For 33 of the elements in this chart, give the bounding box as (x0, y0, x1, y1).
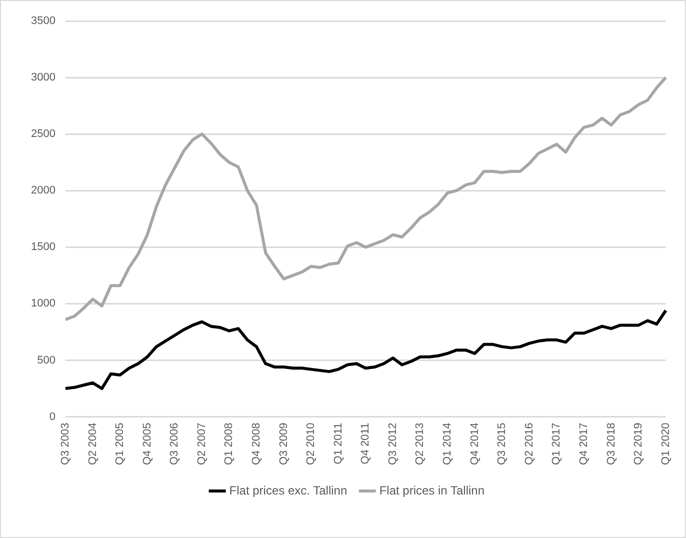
x-tick-label: Q3 2018 (605, 422, 618, 465)
x-tick-label: Q3 2006 (168, 422, 181, 465)
x-tick-label: Q4 2014 (468, 422, 481, 465)
y-tick-label: 3000 (30, 72, 56, 84)
x-tick-label: Q1 2017 (550, 422, 563, 465)
legend-label: Flat prices exc. Tallinn (229, 483, 348, 498)
x-tick-label: Q4 2005 (141, 422, 154, 465)
x-tick-label: Q3 2009 (278, 422, 290, 465)
y-tick-label: 1500 (30, 241, 56, 254)
x-tick-label: Q4 2008 (250, 422, 263, 465)
x-tick-label: Q2 2019 (632, 422, 645, 465)
y-tick-label: 2500 (30, 128, 56, 140)
x-tick-label: Q4 2011 (360, 422, 372, 464)
y-tick-label: 500 (37, 354, 56, 366)
x-tick-label: Q2 2004 (86, 422, 99, 465)
legend-label: Flat prices in Tallinn (379, 483, 485, 498)
x-tick-label: Q3 2012 (386, 422, 399, 465)
x-tick-label: Q2 2007 (196, 422, 208, 465)
x-tick-label: Q1 2014 (442, 422, 454, 465)
y-tick-label: 2000 (30, 184, 56, 197)
x-tick-label: Q4 2017 (578, 422, 590, 465)
x-tick-label: Q1 2008 (223, 422, 236, 465)
y-tick-label: 0 (49, 410, 56, 423)
y-tick-label: 3500 (30, 15, 56, 28)
x-tick-label: Q1 2011 (332, 422, 344, 464)
x-tick-label: Q1 2020 (660, 422, 672, 465)
x-tick-label: Q2 2013 (414, 422, 426, 465)
x-tick-label: Q3 2015 (496, 422, 508, 465)
x-tick-label: Q2 2016 (523, 422, 536, 465)
y-tick-label: 1000 (30, 298, 56, 310)
x-tick-label: Q2 2010 (305, 422, 318, 465)
x-tick-label: Q3 2003 (60, 422, 72, 465)
x-tick-label: Q1 2005 (114, 422, 126, 465)
